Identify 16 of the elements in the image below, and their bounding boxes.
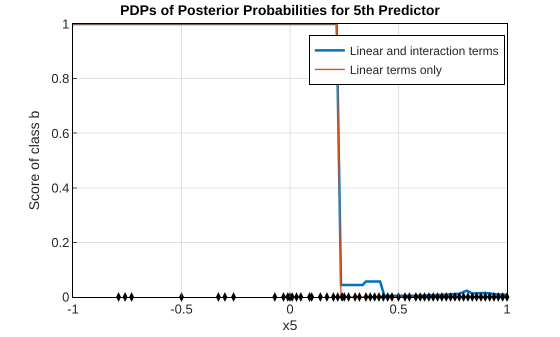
y-tick-label: 0.4 bbox=[51, 180, 70, 196]
legend-label: Linear terms only bbox=[350, 63, 442, 78]
y-tick-label: 0.2 bbox=[51, 234, 70, 250]
x-tick-label: -1 bbox=[67, 302, 79, 317]
chart-title: PDPs of Posterior Probabilities for 5th Predictor bbox=[120, 2, 440, 18]
x-tick-label: 1 bbox=[503, 302, 511, 317]
x-tick-label: 0.5 bbox=[389, 302, 408, 317]
x-axis-title: x5 bbox=[282, 316, 298, 333]
x-tick-label: -0.5 bbox=[170, 302, 193, 317]
legend-label: Linear and interaction terms bbox=[350, 44, 499, 58]
y-tick-label: 0.8 bbox=[51, 71, 70, 86]
x-tick-label: 0 bbox=[286, 302, 294, 317]
y-tick-label: 0 bbox=[62, 290, 70, 305]
y-axis-title: Score of class b bbox=[26, 110, 42, 210]
y-tick-label: 1 bbox=[62, 16, 70, 32]
y-tick-label: 0.6 bbox=[51, 126, 70, 141]
